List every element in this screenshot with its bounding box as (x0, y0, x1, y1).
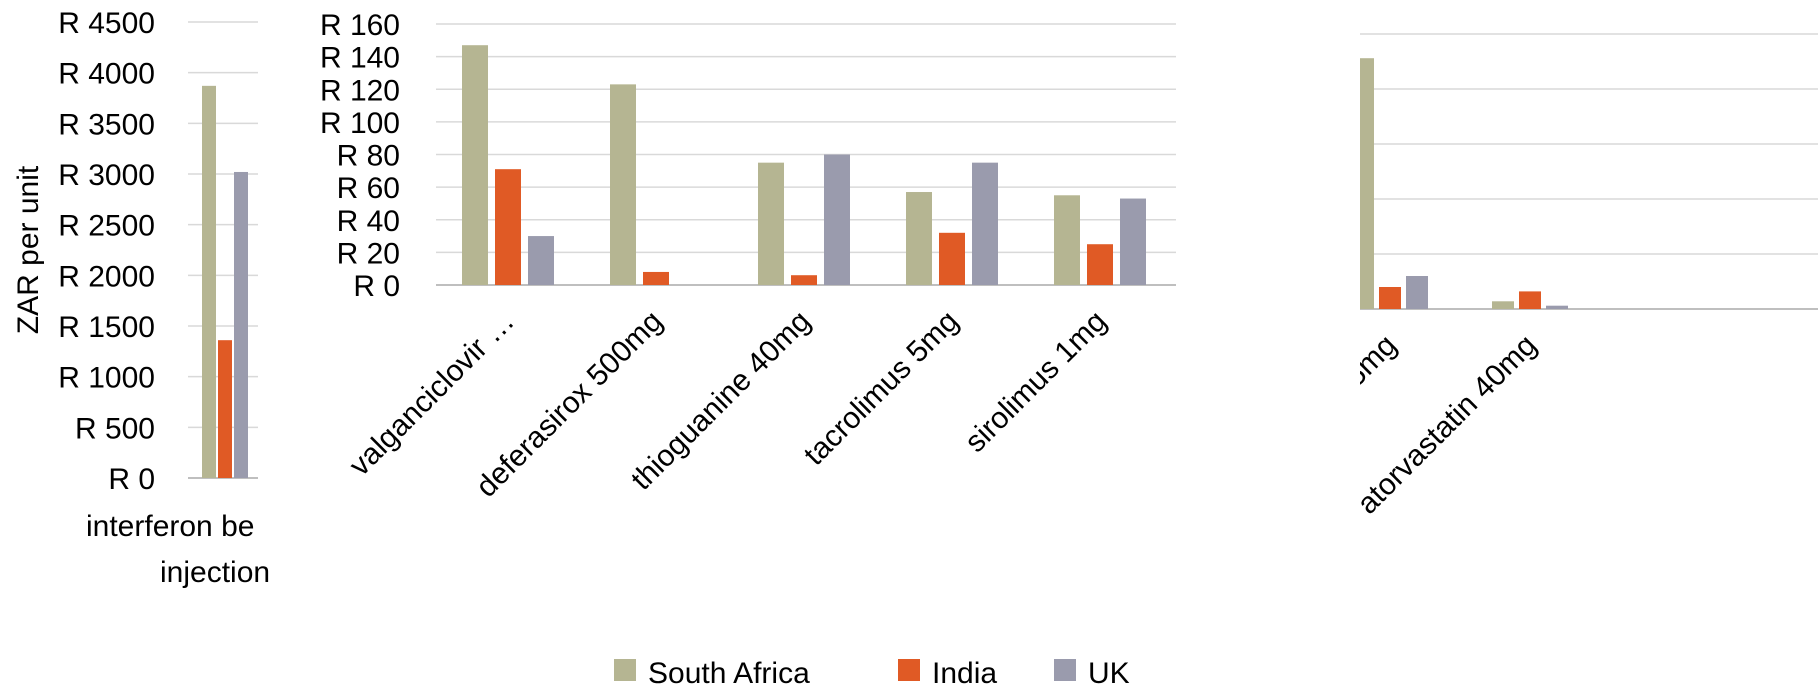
bar-south-africa-atorvastatin-40mg (1492, 301, 1514, 309)
y-tick-label: R 500 (75, 412, 155, 445)
y-tick-label: R 3000 (58, 159, 155, 192)
y-axis-label: ZAR per unit (12, 165, 45, 334)
y-tick-label: R 0 (108, 463, 155, 496)
legend-label-south-africa: South Africa (648, 657, 810, 689)
x-category-label: tacrolimus 5mg (798, 305, 965, 472)
bar-india-sirolimus-1mg (1087, 244, 1113, 285)
y-tick-label: R 80 (337, 140, 400, 173)
x-category-label: injection (160, 556, 270, 589)
bar-india-deferasirox-500mg (643, 271, 669, 285)
legend-swatch-south-africa (614, 659, 636, 681)
y-tick-label: R 1500 (58, 311, 155, 344)
bar-india-aripiprazole-15mg (1379, 287, 1401, 309)
y-tick-label: R 15 (1224, 129, 1287, 162)
bar-india-thioguanine-40mg (791, 275, 817, 285)
chart-legend: South Africa India UK (614, 657, 1130, 689)
bar-uk-aripiprazole-15mg (1406, 276, 1428, 309)
x-category-label: interferon be (86, 510, 254, 543)
bar-uk-tacrolimus-5mg (972, 162, 998, 285)
legend-swatch-india (898, 659, 920, 681)
bar-south-africa-aripiprazole-15mg (1360, 58, 1374, 310)
bar-india-atorvastatin-40mg (1519, 291, 1541, 309)
bar-south-africa-valganciclovir (462, 45, 488, 285)
y-tick-label: R 140 (320, 42, 400, 75)
y-tick-label: R 40 (337, 205, 400, 238)
y-tick-label: R 160 (320, 9, 400, 42)
y-tick-label: R 3500 (58, 108, 155, 141)
bar-uk-interferon-be (234, 171, 248, 478)
y-tick-label: R 1000 (58, 362, 155, 395)
bar-uk-atorvastatin-40mg (1546, 305, 1568, 309)
bar-south-africa-tacrolimus-5mg (906, 192, 932, 285)
y-tick-label: R 20 (337, 237, 400, 270)
bar-india-valganciclovir (495, 169, 521, 285)
chart-panel-interferon: R 0 R 500 R 1000 R 1500 R 2000 R 2500 R 3000 R … (58, 7, 270, 589)
bar-south-africa-interferon-be (202, 85, 216, 478)
legend-label-india: India (932, 657, 997, 689)
legend-swatch-uk (1054, 659, 1076, 681)
bar-south-africa-sirolimus-1mg (1054, 195, 1080, 285)
y-tick-label: R 0 (353, 270, 400, 303)
legend-label-uk: UK (1088, 657, 1130, 689)
bar-india-interferon-be (218, 340, 232, 478)
y-tick-label: R 4000 (58, 58, 155, 91)
y-tick-label: R 5 (1240, 239, 1287, 272)
bar-uk-thioguanine-40mg (824, 154, 850, 285)
x-category-label: sirolimus 1mg (959, 305, 1113, 459)
y-tick-label: R 20 (1224, 74, 1287, 107)
y-tick-label: R 60 (337, 172, 400, 205)
y-tick-label: R 0 (1240, 294, 1287, 327)
y-tick-label: R 2500 (58, 210, 155, 243)
bar-india-tacrolimus-5mg (939, 232, 965, 285)
y-tick-label: R 4500 (58, 7, 155, 40)
y-tick-label: R 100 (320, 107, 400, 140)
bar-south-africa-deferasirox-500mg (610, 84, 636, 285)
y-tick-label: R 25 (1224, 19, 1287, 52)
y-tick-label: R 10 (1224, 184, 1287, 217)
y-tick-label: R 120 (320, 74, 400, 107)
bar-uk-sirolimus-1mg (1120, 198, 1146, 285)
bar-uk-valganciclovir (528, 236, 554, 285)
y-tick-label: R 2000 (58, 260, 155, 293)
bar-south-africa-thioguanine-40mg (758, 162, 784, 285)
